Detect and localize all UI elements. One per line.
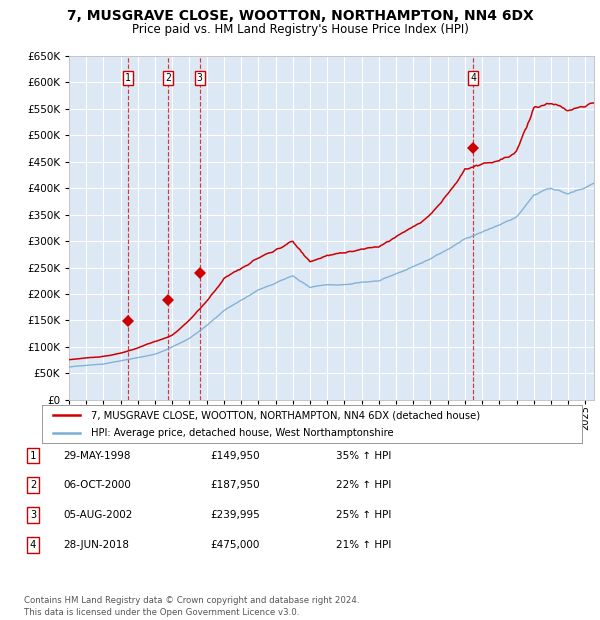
Text: 4: 4 [30, 540, 36, 550]
Text: 7, MUSGRAVE CLOSE, WOOTTON, NORTHAMPTON, NN4 6DX: 7, MUSGRAVE CLOSE, WOOTTON, NORTHAMPTON,… [67, 9, 533, 24]
Text: £187,950: £187,950 [210, 480, 260, 490]
Text: 2: 2 [30, 480, 36, 490]
Text: Contains HM Land Registry data © Crown copyright and database right 2024.
This d: Contains HM Land Registry data © Crown c… [24, 596, 359, 617]
Text: 3: 3 [30, 510, 36, 520]
Text: 1: 1 [125, 73, 131, 83]
Text: 7, MUSGRAVE CLOSE, WOOTTON, NORTHAMPTON, NN4 6DX (detached house): 7, MUSGRAVE CLOSE, WOOTTON, NORTHAMPTON,… [91, 410, 480, 420]
Text: Price paid vs. HM Land Registry's House Price Index (HPI): Price paid vs. HM Land Registry's House … [131, 23, 469, 36]
Text: 1: 1 [30, 451, 36, 461]
Text: 25% ↑ HPI: 25% ↑ HPI [336, 510, 391, 520]
Text: 21% ↑ HPI: 21% ↑ HPI [336, 540, 391, 550]
Text: 05-AUG-2002: 05-AUG-2002 [63, 510, 133, 520]
Text: 35% ↑ HPI: 35% ↑ HPI [336, 451, 391, 461]
Text: 06-OCT-2000: 06-OCT-2000 [63, 480, 131, 490]
Text: 3: 3 [197, 73, 203, 83]
Text: £239,995: £239,995 [210, 510, 260, 520]
Text: 29-MAY-1998: 29-MAY-1998 [63, 451, 131, 461]
Text: £475,000: £475,000 [210, 540, 259, 550]
Text: HPI: Average price, detached house, West Northamptonshire: HPI: Average price, detached house, West… [91, 428, 393, 438]
Text: 2: 2 [165, 73, 171, 83]
Text: £149,950: £149,950 [210, 451, 260, 461]
Text: 22% ↑ HPI: 22% ↑ HPI [336, 480, 391, 490]
Text: 4: 4 [470, 73, 476, 83]
Text: 28-JUN-2018: 28-JUN-2018 [63, 540, 129, 550]
